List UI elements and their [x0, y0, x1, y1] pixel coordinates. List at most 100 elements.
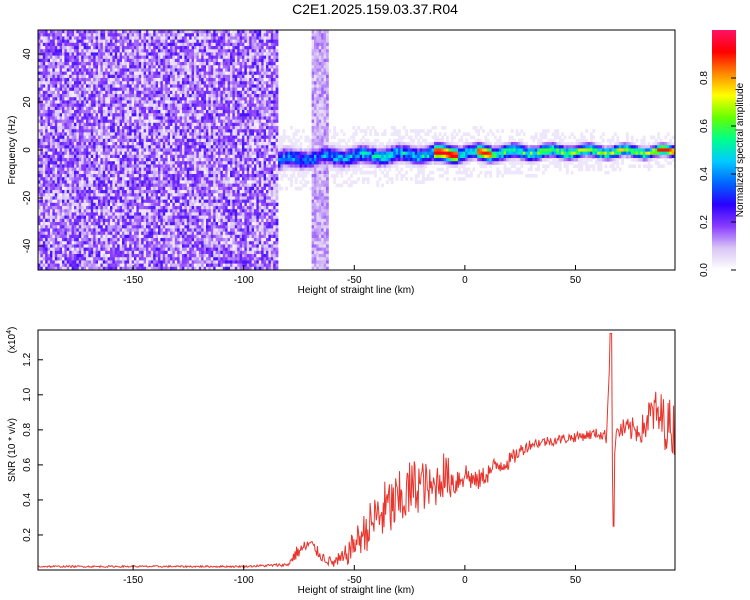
heatmap-cell: [184, 42, 188, 47]
heatmap-cell: [168, 270, 171, 274]
heatmap-cell: [122, 234, 125, 239]
heatmap-cell: [62, 113, 65, 117]
heatmap-cell: [174, 65, 178, 69]
heatmap-cell: [81, 126, 84, 130]
heatmap-cell: [191, 81, 195, 85]
heatmap-cell: [45, 266, 48, 270]
heatmap-cell: [93, 263, 96, 268]
heatmap-cell: [38, 266, 41, 270]
heatmap-cell: [102, 186, 106, 191]
heatmap-cell: [177, 206, 180, 210]
heatmap-cell: [172, 39, 176, 44]
heatmap-cell: [170, 238, 173, 242]
heatmap-cell: [95, 180, 99, 184]
heatmap-cell: [158, 266, 161, 270]
heatmap-cell: [112, 65, 116, 69]
heatmap-cell: [102, 65, 106, 69]
heatmap-cell: [174, 46, 178, 50]
heatmap-cell: [66, 218, 70, 223]
heatmap-cell: [110, 74, 113, 79]
heatmap-cell: [64, 145, 68, 149]
heatmap-cell: [138, 151, 142, 156]
heatmap-cell: [81, 58, 84, 63]
heatmap-cell: [90, 116, 94, 120]
heatmap-cell: [194, 110, 197, 114]
heatmap-cell: [107, 74, 111, 79]
heatmap-cell: [172, 222, 176, 226]
heatmap-cell: [179, 183, 183, 188]
heatmap-cell: [182, 164, 185, 168]
heatmap-cell: [179, 190, 183, 194]
heatmap-cell: [165, 161, 168, 165]
heatmap-cell: [124, 206, 128, 210]
heatmap-cell: [62, 167, 65, 172]
heatmap-cell: [57, 58, 60, 63]
heatmap-cell: [102, 196, 106, 200]
heatmap-cell: [50, 116, 53, 120]
heatmap-cell: [102, 33, 106, 37]
heatmap-cell: [167, 94, 171, 98]
heatmap-cell: [71, 260, 75, 264]
heatmap-cell: [122, 78, 125, 82]
heatmap-cell: [174, 74, 178, 79]
heatmap-cell: [170, 138, 173, 143]
heatmap-cell: [93, 90, 96, 95]
heatmap-cell: [74, 209, 77, 213]
heatmap-cell: [50, 177, 53, 181]
heatmap-cell: [153, 142, 156, 146]
heatmap-cell: [95, 148, 99, 152]
heatmap-cell: [155, 260, 159, 264]
heatmap-cell: [90, 209, 94, 213]
heatmap-cell: [182, 212, 185, 216]
heatmap-cell: [165, 33, 168, 37]
heatmap-cell: [90, 39, 94, 44]
heatmap-cell: [71, 65, 75, 69]
heatmap-cell: [131, 238, 135, 242]
heatmap-cell: [167, 46, 171, 50]
heatmap-cell: [186, 74, 190, 79]
heatmap-cell: [64, 122, 68, 127]
heatmap-cell: [112, 222, 116, 226]
heatmap-cell: [160, 62, 164, 66]
heatmap-cell: [40, 145, 44, 149]
heatmap-cell: [150, 78, 154, 82]
heatmap-cell: [153, 225, 156, 229]
heatmap-cell: [47, 87, 51, 92]
heatmap-cell: [150, 167, 154, 172]
heatmap-cell: [134, 164, 137, 168]
heatmap-cell: [124, 209, 128, 213]
heatmap-cell: [107, 199, 111, 204]
heatmap-cell: [124, 170, 128, 175]
heatmap-cell: [52, 39, 56, 44]
heatmap-cell: [102, 260, 106, 264]
heatmap-cell: [64, 62, 68, 66]
heatmap-cell: [98, 263, 101, 268]
heatmap-cell: [57, 145, 60, 149]
heatmap-cell: [38, 58, 41, 63]
heatmap-cell: [191, 135, 195, 140]
heatmap-cell: [122, 74, 125, 79]
heatmap-cell: [66, 100, 70, 104]
heatmap-cell: [90, 103, 94, 108]
heatmap-cell: [47, 190, 51, 194]
heatmap-cell: [42, 58, 46, 63]
heatmap-cell: [158, 74, 161, 79]
heatmap-cell: [117, 126, 120, 130]
heatmap-cell: [186, 46, 190, 50]
heatmap-cell: [42, 142, 46, 146]
heatmap-cell: [40, 87, 44, 92]
heatmap-cell: [126, 250, 130, 255]
heatmap-cell: [83, 228, 87, 232]
heatmap-cell: [170, 68, 173, 72]
heatmap-cell: [124, 78, 128, 82]
heatmap-cell: [38, 33, 41, 37]
heatmap-cell: [191, 106, 195, 111]
heatmap-cell: [45, 270, 48, 274]
heatmap-cell: [38, 263, 41, 268]
heatmap-cell: [107, 170, 111, 175]
heatmap-cell: [131, 228, 135, 232]
heatmap-cell: [112, 97, 116, 101]
heatmap-cell: [158, 158, 161, 162]
heatmap-cell: [95, 206, 99, 210]
heatmap-cell: [191, 241, 195, 245]
